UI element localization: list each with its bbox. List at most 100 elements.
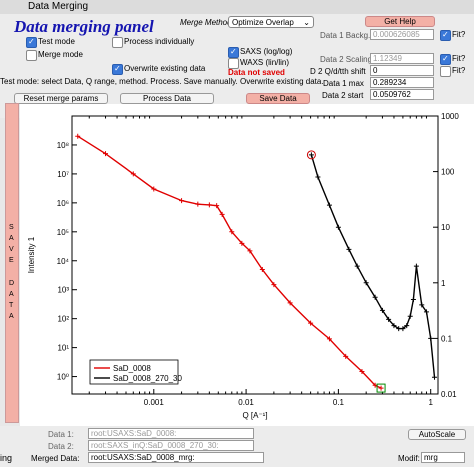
merge-mode-checkbox[interactable] [26,50,37,61]
waxs-checkbox[interactable] [228,58,239,69]
merged-data-field[interactable]: root:USAXS:SaD_0008_mrg: [88,452,264,463]
data-point-1 [346,246,352,252]
x-tick-label: 1 [428,398,433,407]
data-point-1 [363,280,369,286]
data-point-1 [410,297,416,303]
save-side-label-2: D A T A [9,280,15,320]
merge-mode-label: Merge mode [38,50,83,59]
save-data-side-button[interactable]: S A V E D A T A [5,103,19,423]
merge-graph[interactable]: 0.001 0.01 0.1 1 10⁰ 10¹ 10² 10³ 10⁴ 10⁵ 10⁶ 10⁷ 10⁸… [20,104,474,426]
data-point-1 [396,326,402,332]
merge-method-label: Merge Method [180,18,232,27]
data1-backg-label: Data 1 Backg. [320,31,371,40]
fit-scaling-checkbox[interactable] [440,54,451,65]
data1-max-field[interactable]: 0.289234 [370,77,434,88]
data-not-saved-status: Data not saved [228,68,285,77]
data-point-1 [413,263,419,269]
data-point-0 [229,229,235,235]
get-help-button[interactable]: Get Help [365,16,435,27]
y-right-tick-label: 1000 [441,112,459,121]
merge-method-select[interactable]: Optimize Overlap ⌄ [228,16,314,28]
data-point-0 [259,266,265,272]
data-point-1 [428,335,434,341]
data-point-0 [343,353,349,359]
window-title: Data Merging [28,1,89,12]
data-point-0 [271,282,277,288]
y-axis-label: Intensity 1 [27,236,36,273]
y-left-tick-label: 10² [57,315,69,324]
fit-shift-label: Fit? [452,66,466,75]
x-tick-label: 0.001 [144,398,165,407]
data2-start-label: Data 2 start [322,91,364,100]
data-point-0 [287,300,293,306]
modif-label: Modif: [398,454,420,463]
data-point-0 [103,151,109,157]
legend-box [89,359,179,385]
y-right-tick-label: 0.01 [441,390,457,399]
d2-shift-field[interactable]: 0 [370,65,434,76]
data-point-0 [219,211,225,217]
saxs-label: SAXS (log/log) [240,47,293,56]
test-mode-checkbox[interactable] [26,37,37,48]
data-point-0 [378,385,384,391]
overwrite-existing-label: Overwrite existing data [124,64,206,73]
data2-path-field[interactable]: root:SAXS_inQ:SaD_0008_270_30: [88,440,254,451]
left-cut-label: ing [0,453,13,463]
process-individually-checkbox[interactable] [112,37,123,48]
data-point-0 [179,198,185,204]
data-point-0 [206,202,212,208]
window-titlebar: Data Merging [0,0,474,15]
y-left-tick-label: 10⁰ [57,373,69,382]
reset-merge-params-button[interactable]: Reset merge params [14,93,108,104]
data-point-1 [404,323,410,329]
data2-label: Data 2: [48,442,74,451]
y-left-tick-label: 10³ [57,286,69,295]
data-point-1 [308,152,314,158]
data1-path-field[interactable]: root:USAXS:SaD_0008: [88,428,254,439]
save-side-label-1: S A V E [9,224,14,264]
autoscale-button[interactable]: AutoScale [408,429,466,440]
d2-shift-label: D 2 Q/d/tth shift [310,67,366,76]
x-tick-label: 0.1 [333,398,345,407]
y-right-tick-label: 0.1 [441,334,453,343]
series-line-0 [77,135,382,389]
data1-backg-field[interactable]: 0.000626085 [370,29,434,40]
data2-scaling-label: Data 2 Scaling [320,55,373,64]
plot-frame [71,115,439,395]
fit-backg-checkbox[interactable] [440,30,451,41]
legend-label: SaD_0008 [113,364,151,373]
data1-label: Data 1: [48,430,74,439]
data2-start-field[interactable]: 0.0509762 [370,89,434,100]
data-point-1 [419,302,425,308]
data-point-0 [359,368,365,374]
y-right-tick-label: 1 [441,279,446,288]
chevron-down-icon: ⌄ [303,18,310,27]
y-left-tick-label: 10¹ [57,344,69,353]
fit-shift-checkbox[interactable] [440,66,451,77]
save-data-button[interactable]: Save Data [246,93,310,104]
data-point-1 [372,294,378,300]
y-left-tick-label: 10⁴ [57,257,70,266]
legend-label: SaD_0008_270_30 [113,374,183,383]
y-left-tick-label: 10⁷ [57,170,69,179]
merge-method-value: Optimize Overlap [232,18,294,27]
cursor-a-marker [306,150,316,160]
data-point-0 [308,320,314,326]
data1-max-label: Data 1 max [323,79,364,88]
saxs-checkbox[interactable] [228,47,239,58]
data-point-1 [400,326,406,332]
overwrite-existing-checkbox[interactable] [112,64,123,75]
data-point-1 [407,313,413,319]
process-data-button[interactable]: Process Data [120,93,214,104]
data-point-0 [239,240,245,246]
data-point-0 [326,336,332,342]
data-point-0 [214,203,220,209]
data2-scaling-field[interactable]: 1.12349 [370,53,434,64]
data-point-1 [386,316,392,322]
hint-text: Test mode: select Data, Q range, method.… [0,77,324,86]
y-left-tick-label: 10⁸ [57,141,69,150]
cursor-b-marker [376,383,386,393]
data-point-0 [195,201,201,207]
data-point-0 [247,248,253,254]
modif-field[interactable]: mrg [421,452,465,463]
